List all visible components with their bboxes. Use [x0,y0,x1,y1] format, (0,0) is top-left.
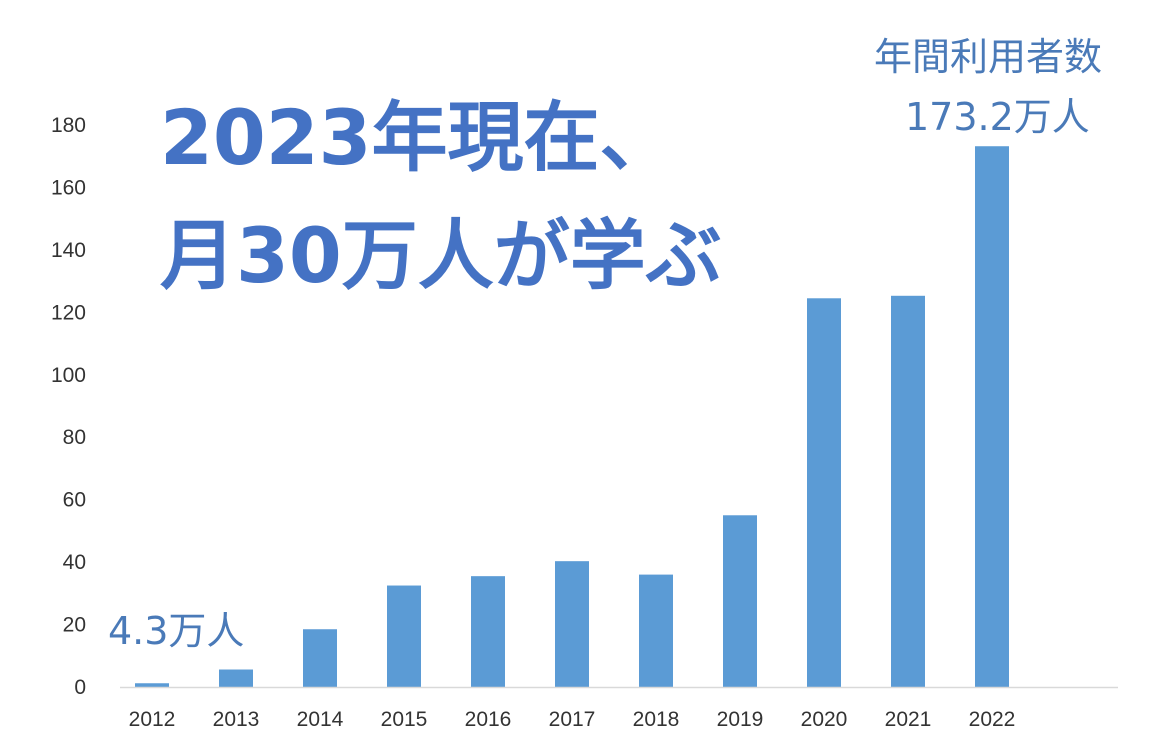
y-tick-label: 60 [63,489,86,512]
y-tick-label: 180 [51,114,86,137]
x-tick-label: 2016 [465,708,512,731]
x-tick-label: 2022 [969,708,1016,731]
bar-2014 [303,629,337,687]
x-tick-label: 2017 [549,708,596,731]
bar-2018 [639,574,673,687]
x-tick-label: 2014 [297,708,344,731]
x-tick-label: 2021 [885,708,932,731]
y-tick-label: 0 [74,676,86,699]
y-tick-label: 120 [51,301,86,324]
y-tick-label: 100 [51,364,86,387]
first-year-value-label: 4.3万人 [108,609,245,653]
bar-2019 [723,515,757,687]
x-axis-ticks: 2012 2013 2014 2015 2016 2017 2018 2019 2020 2021… [129,708,1016,731]
headline-line-2: 月30万人が学ぶ [160,211,722,300]
annual-users-label: 年間利用者数 [874,35,1103,79]
bar-2013 [219,669,253,687]
bar-2015 [387,585,421,687]
bar-2021 [891,295,925,687]
bar-2017 [555,561,589,687]
x-tick-label: 2020 [801,708,848,731]
x-tick-label: 2018 [633,708,680,731]
x-tick-label: 2015 [381,708,428,731]
bar-2012 [135,683,169,687]
y-tick-label: 160 [51,176,86,199]
y-axis-ticks: 0 20 40 60 80 100 120 140 160 180 [51,114,86,699]
x-tick-label: 2012 [129,708,176,731]
bars [135,146,1009,688]
y-tick-label: 80 [63,426,86,449]
headline-line-1: 2023年現在、 [160,93,676,182]
x-tick-label: 2019 [717,708,764,731]
bar-2016 [471,576,505,687]
last-year-value-label: 173.2万人 [905,95,1090,139]
bar-2022 [975,146,1009,688]
bar-2020 [807,298,841,687]
x-tick-label: 2013 [213,708,260,731]
y-tick-label: 40 [63,551,86,574]
y-tick-label: 20 [63,614,86,637]
y-tick-label: 140 [51,239,86,262]
